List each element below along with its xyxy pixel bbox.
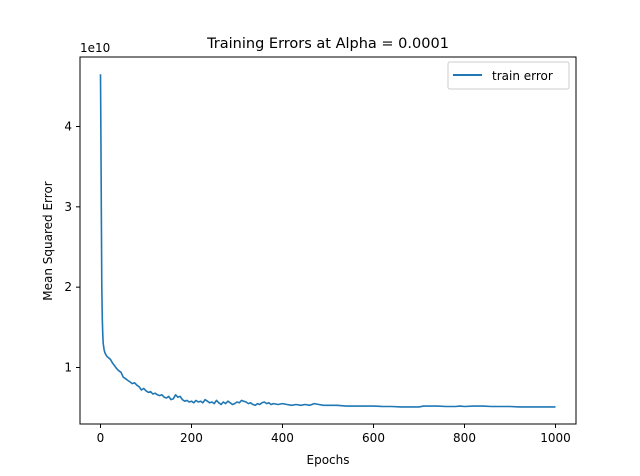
legend-box (447, 61, 570, 90)
x-tick-label: 0 (97, 431, 105, 445)
x-tick-label: 400 (271, 431, 294, 445)
y-tick-label: 1 (64, 361, 72, 375)
plot-area: 0 200 400 600 800 1000 1 2 3 4 (64, 56, 577, 445)
legend: train error (447, 61, 570, 90)
chart-title: Training Errors at Alpha = 0.0001 (206, 36, 449, 52)
y-tick-label: 4 (64, 120, 72, 134)
series-line-train-error (99, 74, 556, 408)
y-offset-text: 1e10 (80, 41, 110, 55)
y-tick-label: 2 (64, 280, 72, 294)
y-axis-label: Mean Squared Error (41, 181, 55, 301)
x-tick-label: 800 (453, 431, 476, 445)
x-tick-label: 200 (180, 431, 203, 445)
x-axis-label: Epochs (307, 453, 350, 467)
legend-label: train error (492, 69, 553, 83)
axes-frame (79, 56, 577, 425)
x-tick-label: 600 (362, 431, 385, 445)
y-tick-label: 3 (64, 200, 72, 214)
x-tick-label: 1000 (540, 431, 571, 445)
